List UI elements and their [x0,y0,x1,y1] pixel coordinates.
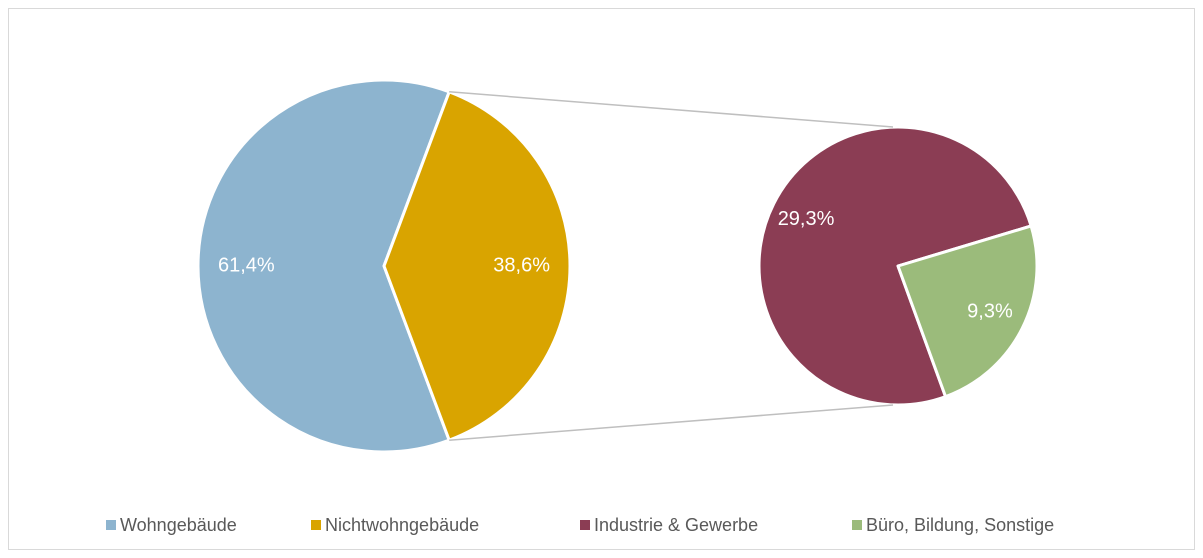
pie-slice [896,224,1039,399]
pie-slice [196,78,451,454]
legend-label: Industrie & Gewerbe [594,515,758,535]
legend-label: Nichtwohngebäude [325,515,479,535]
legend-label: Wohngebäude [120,515,237,535]
data-label: 38,6% [493,254,550,276]
connector-line [449,91,894,128]
legend-swatch [852,520,862,530]
data-label: 61,4% [218,254,275,276]
pie-slice [382,90,572,442]
legend-swatch [580,520,590,530]
connector-line [449,404,894,441]
pie-slice [757,125,1033,407]
legend-swatch [311,520,321,530]
data-label: 9,3% [967,300,1013,322]
data-label: 29,3% [778,208,835,230]
legend-label: Büro, Bildung, Sonstige [866,515,1054,535]
legend-swatch [106,520,116,530]
